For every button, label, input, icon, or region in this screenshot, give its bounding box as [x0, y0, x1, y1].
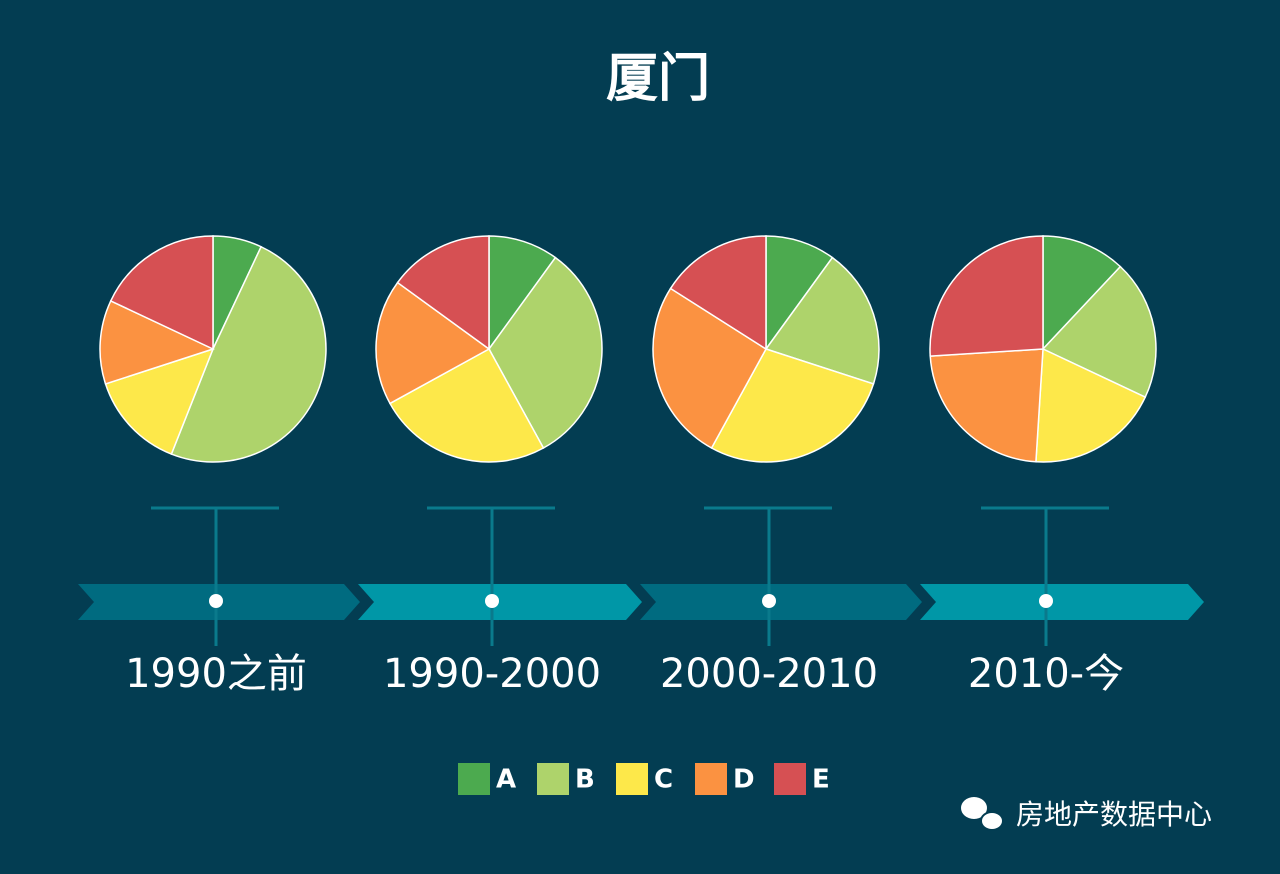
- timeline-dot: [485, 594, 499, 608]
- timeline-arrow: [358, 584, 642, 620]
- pie-slice: [488, 235, 557, 352]
- period-label: 2000-2010: [660, 651, 878, 697]
- pie-slice: [929, 235, 1044, 357]
- pie-slice: [375, 281, 491, 405]
- timeline-dot: [762, 594, 776, 608]
- pie-slice: [710, 348, 875, 463]
- pie-slice: [170, 245, 327, 463]
- legend-label: C: [654, 765, 673, 795]
- legend-swatch: [695, 763, 727, 795]
- pie-slice: [652, 287, 767, 450]
- timeline-arrow: [920, 584, 1204, 620]
- pie: [929, 235, 1157, 463]
- pie-slice: [929, 348, 1044, 463]
- legend-swatch: [774, 763, 806, 795]
- pie-slice: [388, 347, 545, 463]
- pie-slice: [669, 235, 767, 351]
- legend-swatch: [458, 763, 490, 795]
- period-label: 1990-2000: [383, 651, 601, 697]
- pies: 1990之前 1990-2000 2000-2010 2010-今: [99, 235, 1157, 697]
- pie-slice: [109, 235, 214, 351]
- timeline-dot: [209, 594, 223, 608]
- pie-slice: [396, 235, 490, 351]
- legend-swatch: [537, 763, 569, 795]
- timeline-dot: [1039, 594, 1053, 608]
- pie: [375, 235, 603, 463]
- chart-title: 厦门: [606, 49, 710, 109]
- legend: A B C D E: [458, 763, 830, 795]
- pie-slice: [765, 235, 834, 352]
- pie-slice: [488, 256, 603, 450]
- period-label: 1990之前: [125, 651, 307, 697]
- wechat-icon: [961, 797, 1004, 831]
- pie: [652, 235, 880, 463]
- pie-slice: [1042, 235, 1122, 351]
- legend-label: D: [733, 765, 755, 795]
- pie-slice: [99, 299, 216, 385]
- pie: [99, 235, 327, 463]
- watermark: 房地产数据中心: [1016, 798, 1212, 831]
- legend-label: E: [812, 765, 830, 795]
- legend-label: B: [575, 765, 595, 795]
- period-label: 2010-今: [968, 651, 1124, 697]
- pie-slice: [1041, 265, 1157, 399]
- legend-label: A: [496, 765, 516, 795]
- pie-slice: [1035, 347, 1147, 463]
- timeline-arrow: [640, 584, 922, 620]
- pie-slice: [764, 256, 880, 385]
- legend-swatch: [616, 763, 648, 795]
